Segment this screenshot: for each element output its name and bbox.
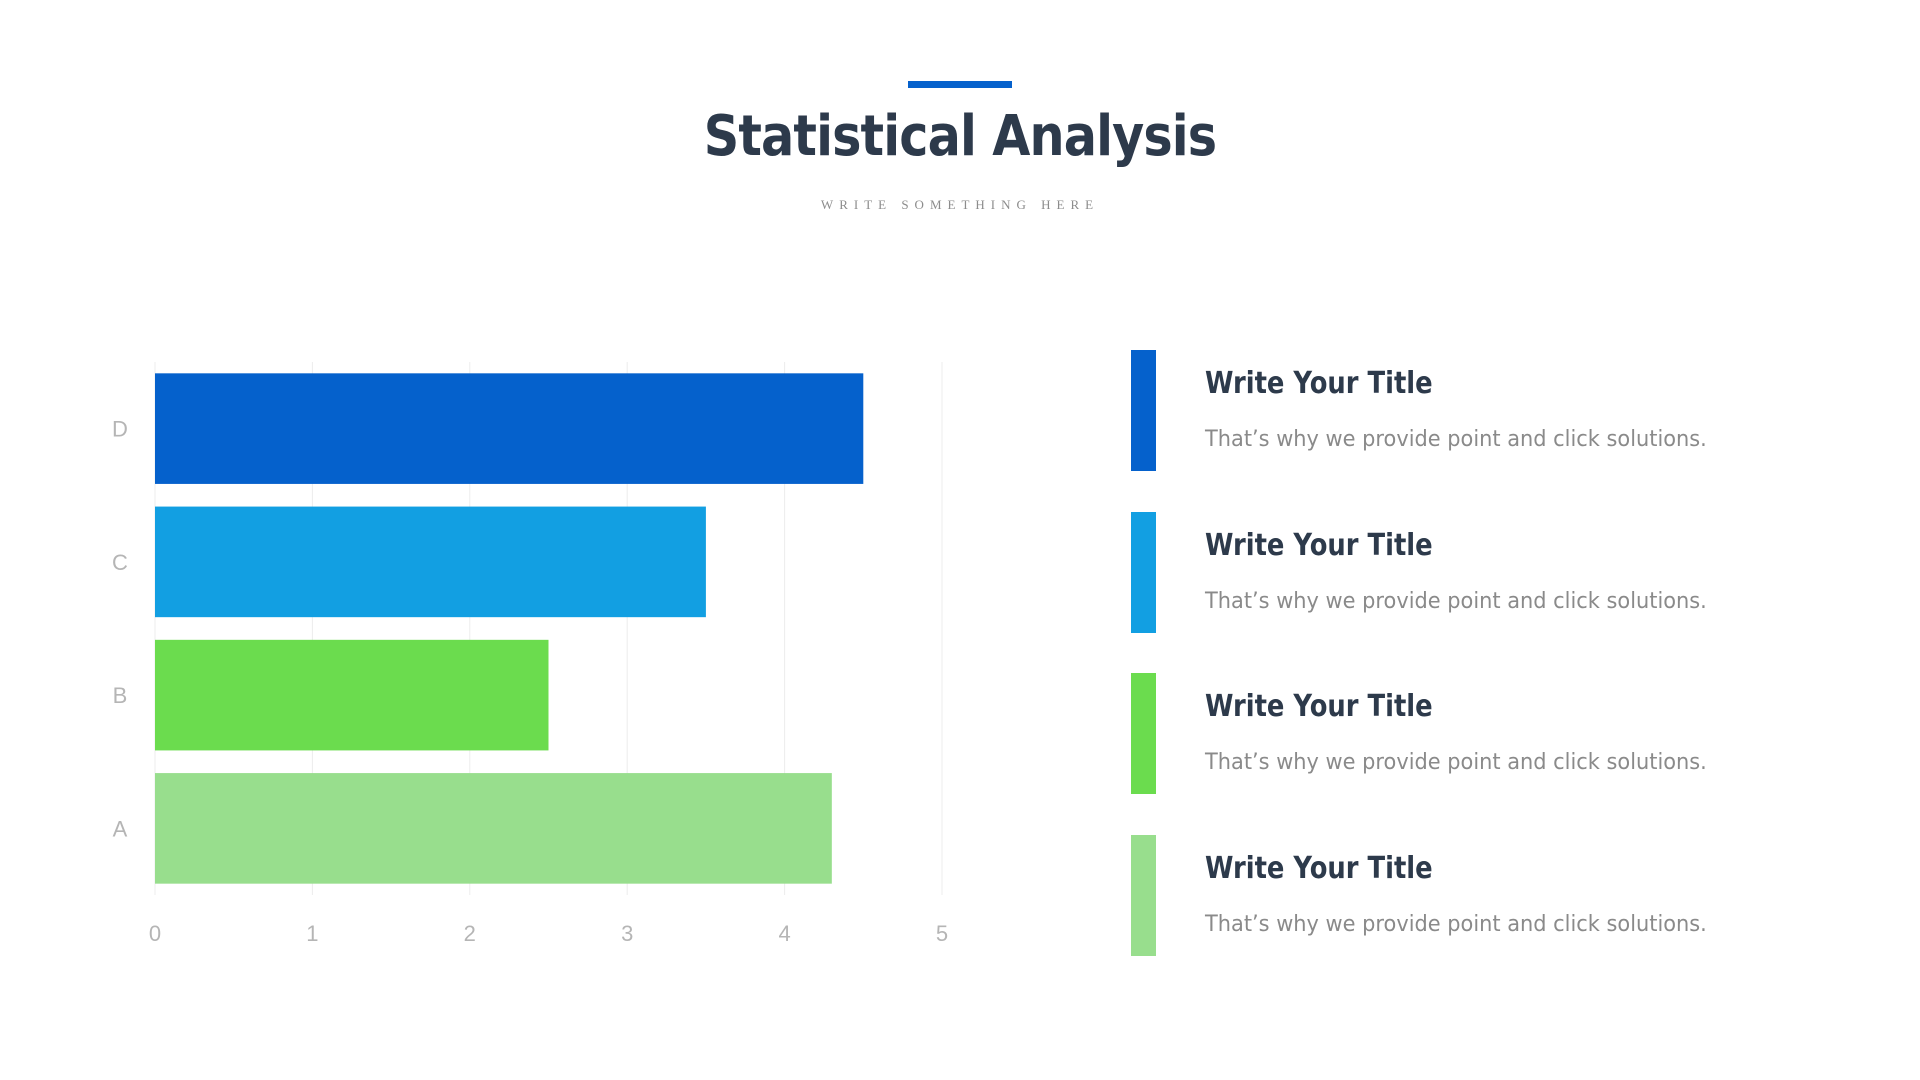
header-accent-bar (908, 81, 1012, 88)
legend-item-title: Write Your Title (1205, 528, 1433, 563)
bar-c (155, 506, 706, 618)
legend-item-title: Write Your Title (1205, 851, 1433, 886)
category-label-a: A (113, 816, 128, 841)
legend-swatch (1131, 350, 1156, 471)
legend-item-title: Write Your Title (1205, 689, 1433, 724)
x-tick-label: 1 (306, 921, 318, 946)
legend-item-title: Write Your Title (1205, 366, 1433, 401)
legend-swatch (1131, 512, 1156, 633)
legend-item-1: Write Your Title That’s why we provide p… (1131, 350, 1851, 471)
x-tick-label: 4 (778, 921, 790, 946)
legend-item-description: That’s why we provide point and click so… (1205, 427, 1707, 452)
category-label-d: D (112, 417, 128, 442)
x-tick-label: 2 (464, 921, 476, 946)
legend-swatch (1131, 835, 1156, 956)
legend-swatch (1131, 673, 1156, 794)
x-tick-label: 0 (149, 921, 161, 946)
bar-d (155, 373, 864, 484)
legend-item-3: Write Your Title That’s why we provide p… (1131, 673, 1851, 794)
category-label-c: C (112, 550, 128, 575)
legend-item-4: Write Your Title That’s why we provide p… (1131, 835, 1851, 956)
legend-item-description: That’s why we provide point and click so… (1205, 589, 1707, 614)
legend-item-2: Write Your Title That’s why we provide p… (1131, 512, 1851, 633)
bar-b (155, 639, 549, 751)
x-tick-label: 3 (621, 921, 633, 946)
legend-item-description: That’s why we provide point and click so… (1205, 750, 1707, 775)
category-label-b: B (113, 683, 128, 708)
page-title: Statistical Analysis (703, 104, 1217, 169)
bar-a (155, 773, 832, 884)
page-subtitle: WRITE SOMETHING HERE (820, 197, 1100, 212)
x-tick-label: 5 (936, 921, 948, 946)
legend-item-description: That’s why we provide point and click so… (1205, 912, 1707, 937)
